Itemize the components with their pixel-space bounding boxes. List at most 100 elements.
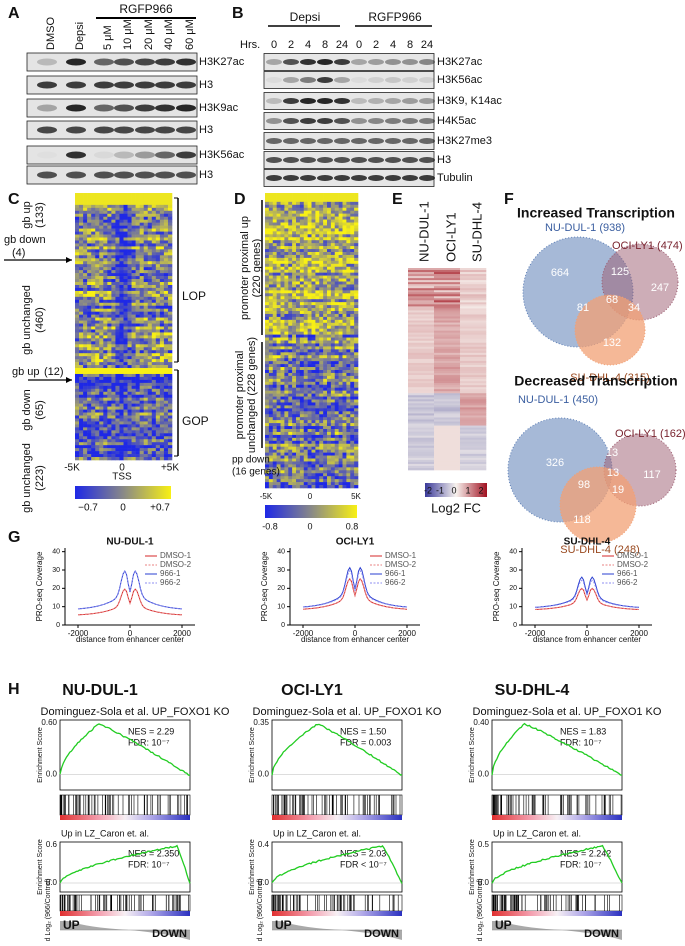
heatmap-cell (281, 438, 285, 441)
heatmap-cell (288, 343, 292, 346)
heatmap-cell (75, 427, 79, 430)
heatmap-cell (339, 279, 343, 282)
heatmap-cell (296, 217, 300, 220)
heatmap-cell (83, 193, 87, 196)
heatmap-cell (273, 223, 277, 226)
heatmap-cell (107, 371, 111, 374)
heatmap-cell (339, 370, 343, 373)
heatmap-cell (319, 376, 323, 379)
heatmap-cell (281, 314, 285, 317)
heatmap-cell (354, 473, 358, 476)
heatmap-cell (331, 447, 335, 450)
heatmap-cell (296, 438, 300, 441)
heatmap-cell (91, 214, 95, 217)
band (155, 172, 175, 179)
heatmap-cell (132, 421, 136, 424)
heatmap-cell (315, 311, 319, 314)
heatmap-cell (83, 362, 87, 365)
heatmap-cell (408, 325, 434, 327)
heatmap-cell (281, 311, 285, 314)
heatmap-cell (292, 349, 296, 352)
heatmap-cell (331, 420, 335, 423)
heatmap-cell (144, 383, 148, 386)
heatmap-cell (91, 439, 95, 442)
heatmap-cell (119, 205, 123, 208)
heatmap-cell (87, 442, 91, 445)
heatmap-cell (343, 234, 347, 237)
heatmap-cell (111, 297, 115, 300)
heatmap-cell (354, 223, 358, 226)
heatmap-cell (164, 199, 168, 202)
heatmap-cell (107, 294, 111, 297)
heatmap-cell (99, 321, 103, 324)
heatmap-cell (434, 270, 460, 272)
heatmap-cell (115, 249, 119, 252)
heatmap-cell (79, 332, 83, 335)
heatmap-cell (346, 267, 350, 270)
heatmap-cell (288, 196, 292, 199)
heatmap-cell (91, 335, 95, 338)
heatmap-cell (75, 377, 79, 380)
heatmap-cell (75, 264, 79, 267)
heatmap-cell (319, 270, 323, 273)
heatmap-cell (339, 240, 343, 243)
heatmap-cell (343, 205, 347, 208)
heatmap-cell (75, 380, 79, 383)
heatmap-cell (331, 456, 335, 459)
heatmap-cell (300, 234, 304, 237)
heatmap-cell (312, 284, 316, 287)
heatmap-cell (87, 401, 91, 404)
heatmap-cell (323, 367, 327, 370)
heatmap-cell (315, 349, 319, 352)
heatmap-cell (168, 427, 172, 430)
heatmap-cell (79, 389, 83, 392)
heatmap-cell (300, 249, 304, 252)
heatmap-cell (335, 429, 339, 432)
heatmap-cell (156, 321, 160, 324)
heatmap-cell (308, 252, 312, 255)
heatmap-cell (119, 356, 123, 359)
heatmap-cell (107, 205, 111, 208)
heatmap-cell (354, 438, 358, 441)
heatmap-cell (327, 267, 331, 270)
heatmap-cell (75, 413, 79, 416)
heatmap-cell (75, 448, 79, 451)
heatmap-cell (144, 433, 148, 436)
heatmap-cell (99, 273, 103, 276)
heatmap-cell (315, 400, 319, 403)
heatmap-cell (281, 199, 285, 202)
heatmap-cell (164, 243, 168, 246)
heatmap-cell (315, 338, 319, 341)
heatmap-cell (304, 335, 308, 338)
heatmap-cell (75, 389, 79, 392)
heatmap-cell (269, 358, 273, 361)
heatmap-cell (168, 404, 172, 407)
heatmap-cell (300, 252, 304, 255)
heatmap-cell (319, 332, 323, 335)
heatmap-cell (339, 196, 343, 199)
heatmap-cell (312, 447, 316, 450)
heatmap-cell (99, 332, 103, 335)
heatmap-cell (269, 341, 273, 344)
heatmap-cell (460, 383, 486, 385)
heatmap-cell (111, 243, 115, 246)
heatmap-cell (460, 375, 486, 377)
heatmap-cell (346, 441, 350, 444)
heatmap-cell (136, 368, 140, 371)
heatmap-cell (168, 386, 172, 389)
heatmap-cell (460, 314, 486, 316)
heatmap-cell (87, 235, 91, 238)
heatmap-cell (315, 467, 319, 470)
heatmap-cell (312, 394, 316, 397)
heatmap-cell (335, 320, 339, 323)
heatmap-cell (156, 217, 160, 220)
heatmap-cell (91, 300, 95, 303)
heatmap-cell (284, 193, 288, 196)
heatmap-cell (296, 237, 300, 240)
heatmap-cell (281, 432, 285, 435)
heatmap-cell (281, 234, 285, 237)
heatmap-cell (434, 306, 460, 308)
heatmap-cell (343, 467, 347, 470)
heatmap-cell (296, 482, 300, 485)
heatmap-cell (124, 318, 128, 321)
